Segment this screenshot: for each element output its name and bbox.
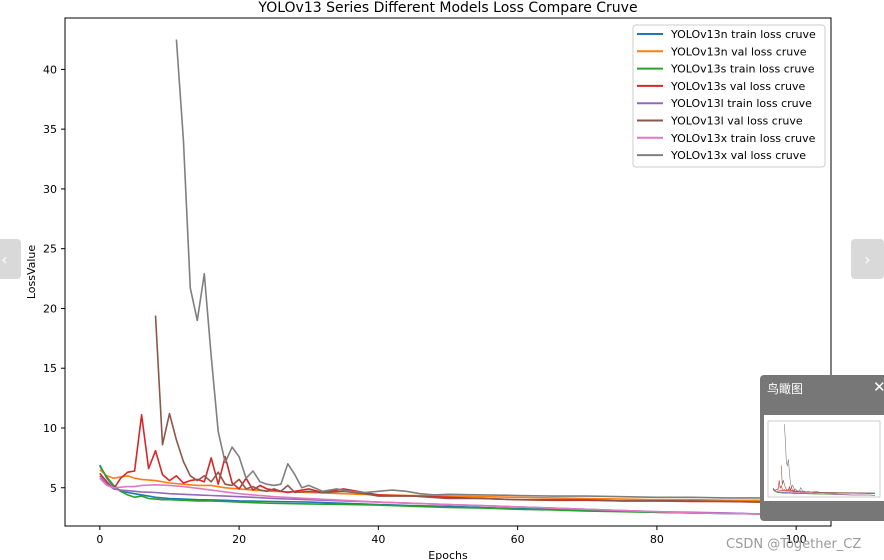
previous-image-button[interactable]: ‹ — [0, 239, 21, 279]
legend-label: YOLOv13x val loss cruve — [670, 149, 806, 162]
chevron-right-icon: › — [864, 249, 871, 269]
minimap-series-line-6 — [772, 489, 875, 496]
x-tick-label: 80 — [650, 533, 664, 546]
legend-label: YOLOv13s train loss cruve — [670, 63, 815, 76]
legend-label: YOLOv13x train loss cruve — [670, 132, 816, 145]
minimap-viewport[interactable] — [764, 415, 884, 501]
legend-label: YOLOv13n train loss cruve — [670, 28, 816, 41]
y-axis-label: LossValue — [25, 245, 38, 300]
minimap-series-line-5 — [780, 465, 875, 494]
minimap-panel: 鸟瞰图 ✕ — [760, 375, 884, 521]
series-line-2 — [99, 465, 797, 516]
minimap-frame — [767, 420, 881, 498]
y-tick-label: 35 — [43, 123, 57, 136]
y-tick-label: 40 — [43, 63, 57, 76]
legend-label: YOLOv13l train loss cruve — [670, 97, 812, 110]
chart-title: YOLOv13 Series Different Models Loss Com… — [257, 0, 637, 16]
y-tick-label: 5 — [50, 482, 57, 495]
series-line-7 — [175, 39, 797, 500]
y-tick-label: 20 — [43, 302, 57, 315]
y-tick-label: 10 — [43, 422, 57, 435]
series-line-6 — [99, 477, 797, 516]
legend-label: YOLOv13s val loss cruve — [670, 80, 806, 93]
minimap-title: 鸟瞰图 — [767, 382, 804, 396]
close-icon[interactable]: ✕ — [873, 378, 884, 396]
series-line-1 — [99, 469, 797, 502]
x-tick-label: 0 — [96, 533, 103, 546]
x-tick-label: 60 — [511, 533, 525, 546]
next-image-button[interactable]: › — [851, 239, 884, 279]
x-axis-label: Epochs — [428, 549, 468, 560]
x-tick-label: 100 — [786, 533, 807, 546]
legend-box — [632, 24, 826, 168]
minimap-series-line-7 — [784, 424, 875, 494]
x-tick-label: 40 — [371, 533, 385, 546]
y-tick-label: 15 — [43, 362, 57, 375]
plot-area: 0 20 40 60 80 100 5 10 15 20 25 30 35 40 YOLOv13n trai… — [43, 17, 832, 546]
chevron-left-icon: ‹ — [1, 249, 8, 269]
legend-label: YOLOv13n val loss cruve — [670, 45, 807, 58]
watermark: CSDN @Together_CZ — [726, 537, 862, 552]
y-tick-label: 30 — [43, 183, 57, 196]
legend-label: YOLOv13l val loss cruve — [670, 115, 803, 128]
x-tick-label: 20 — [232, 533, 246, 546]
series-line-5 — [154, 315, 797, 503]
legend: YOLOv13n train loss cruve YOLOv13n val lo… — [632, 24, 826, 168]
plot-frame — [64, 17, 832, 527]
y-tick-label: 25 — [43, 243, 57, 256]
